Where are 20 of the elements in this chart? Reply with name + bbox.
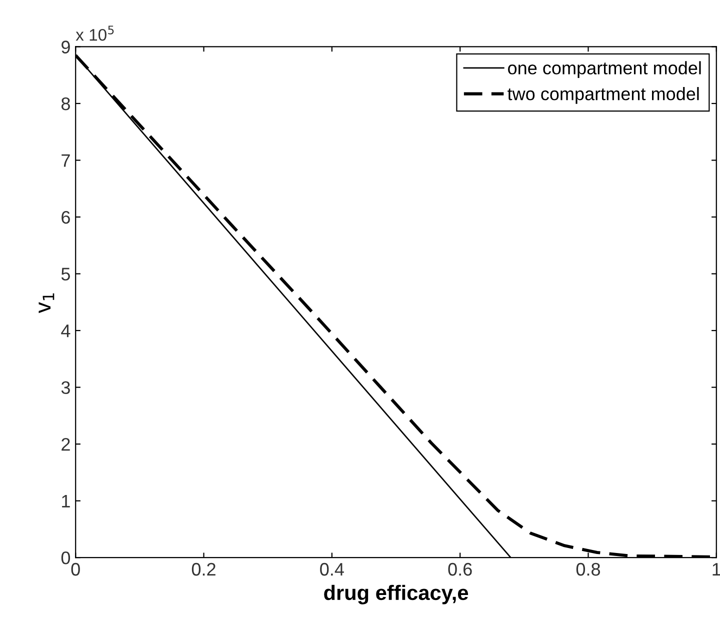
y-tick-label: 0 [61,552,70,564]
y-tick-label: 3 [61,381,70,394]
y-tick-label: 4 [61,324,70,338]
y-tick-label: 7 [62,154,70,167]
y-tick-label: 9 [62,40,70,54]
y-tick-label: 1 [62,494,70,508]
x-tick-label: 0.4 [320,562,344,576]
x-tick-label: 0.6 [448,562,472,576]
x-axis-title: drug efficacy,e [324,584,468,604]
x-tick-label: 0 [71,562,80,576]
x-tick-label: 0.8 [576,562,600,576]
y-tick-label: 2 [62,438,70,451]
legend-label: two compartment model [508,87,699,104]
x-tick-label: 0.2 [192,562,216,576]
text: x 10$^{5}$ [76,26,114,41]
y-axis-title: v$_{1}$ [38,293,54,314]
y-tick-label: 6 [62,210,70,224]
y-tick-label: 8 [61,97,70,110]
legend-label: one compartment model [508,61,701,78]
y-tick-label: 5 [61,268,70,280]
